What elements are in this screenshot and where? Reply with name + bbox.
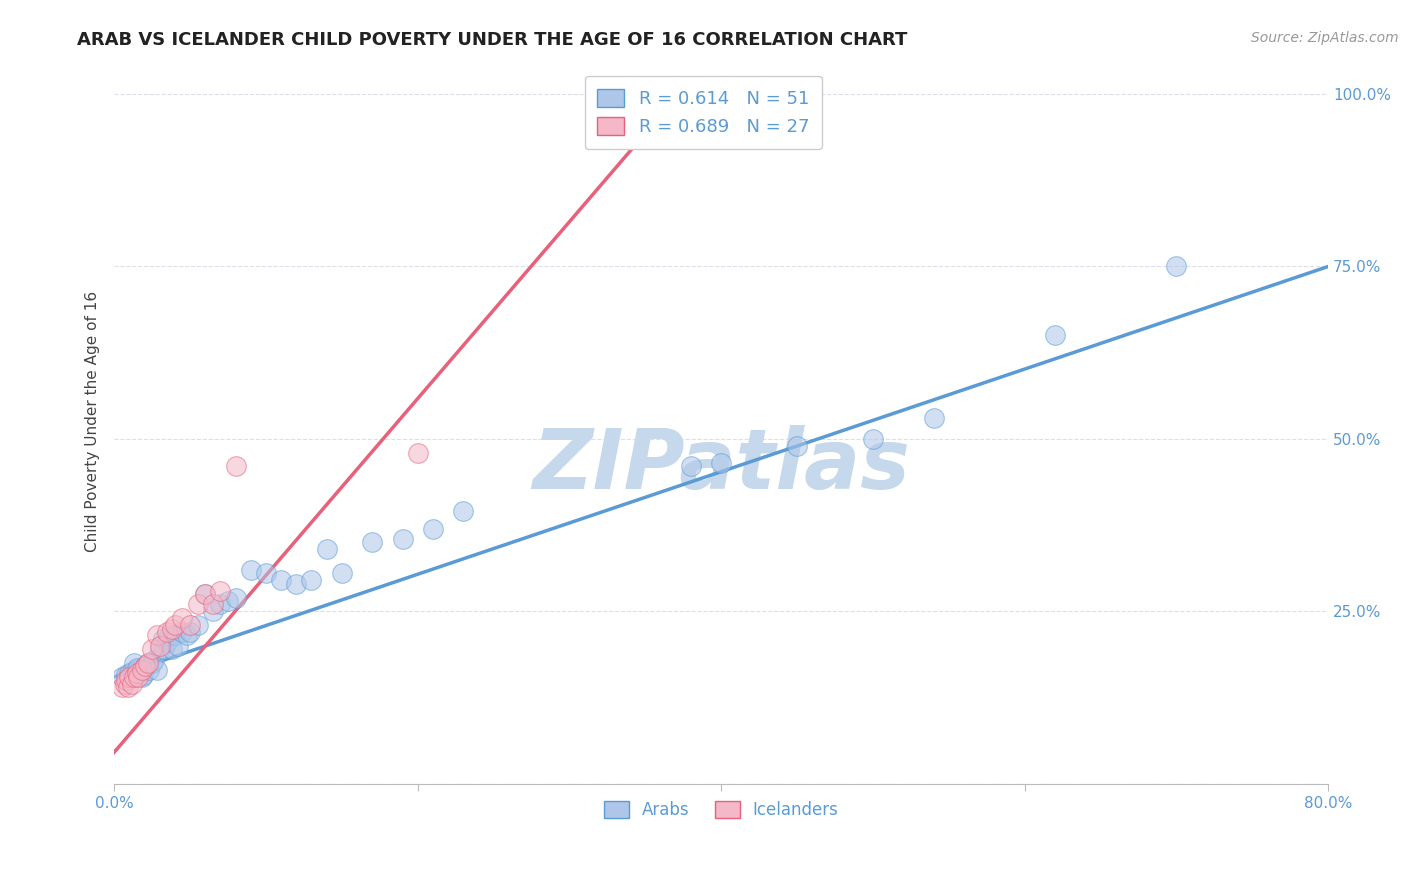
Point: [141, 642, 163, 657]
Point: [131, 670, 153, 684]
Point: [1043, 328, 1066, 343]
Point: [239, 563, 262, 577]
Point: [149, 642, 172, 657]
Point: [163, 628, 186, 642]
Point: [122, 656, 145, 670]
Point: [118, 666, 141, 681]
Point: [160, 622, 183, 636]
Point: [422, 522, 444, 536]
Point: [121, 677, 143, 691]
Point: [117, 680, 139, 694]
Point: [111, 670, 134, 684]
Legend: Arabs, Icelanders: Arabs, Icelanders: [598, 795, 845, 826]
Text: Source: ZipAtlas.com: Source: ZipAtlas.com: [1251, 31, 1399, 45]
Point: [225, 459, 247, 474]
Point: [142, 652, 165, 666]
Point: [270, 574, 292, 588]
Point: [179, 618, 201, 632]
Point: [451, 504, 474, 518]
Point: [209, 598, 232, 612]
Point: [121, 665, 143, 679]
Point: [111, 680, 134, 694]
Point: [391, 532, 413, 546]
Point: [145, 628, 167, 642]
Point: [145, 663, 167, 677]
Point: [922, 411, 945, 425]
Point: [201, 598, 224, 612]
Point: [122, 670, 145, 684]
Point: [149, 639, 172, 653]
Point: [406, 446, 429, 460]
Text: ZIPatlas: ZIPatlas: [533, 425, 910, 506]
Point: [156, 635, 179, 649]
Point: [160, 642, 183, 657]
Point: [172, 625, 194, 640]
Point: [330, 566, 353, 581]
Point: [114, 677, 136, 691]
Point: [118, 670, 141, 684]
Point: [187, 618, 209, 632]
Point: [115, 667, 138, 681]
Point: [127, 670, 149, 684]
Point: [217, 594, 239, 608]
Point: [1166, 260, 1188, 274]
Point: [153, 642, 176, 657]
Point: [209, 583, 232, 598]
Point: [136, 656, 159, 670]
Point: [115, 673, 138, 688]
Point: [157, 628, 180, 642]
Point: [179, 625, 201, 640]
Point: [361, 535, 384, 549]
Point: [187, 598, 209, 612]
Point: [285, 576, 308, 591]
Point: [134, 659, 156, 673]
Point: [301, 574, 323, 588]
Point: [125, 663, 148, 677]
Point: [163, 618, 186, 632]
Text: ARAB VS ICELANDER CHILD POVERTY UNDER THE AGE OF 16 CORRELATION CHART: ARAB VS ICELANDER CHILD POVERTY UNDER TH…: [77, 31, 908, 49]
Point: [167, 639, 190, 653]
Point: [141, 656, 163, 670]
Point: [254, 566, 277, 581]
Point: [176, 628, 198, 642]
Point: [786, 439, 808, 453]
Point: [132, 667, 155, 681]
Point: [315, 542, 337, 557]
Point: [129, 666, 152, 681]
Point: [201, 604, 224, 618]
Point: [134, 659, 156, 673]
Point: [138, 663, 160, 677]
Point: [156, 625, 179, 640]
Point: [862, 432, 884, 446]
Point: [665, 114, 688, 128]
Point: [172, 611, 194, 625]
Point: [710, 456, 733, 470]
Point: [125, 666, 148, 681]
Point: [194, 587, 217, 601]
Point: [136, 656, 159, 670]
Point: [131, 663, 153, 677]
Point: [152, 632, 174, 646]
Point: [679, 459, 702, 474]
Point: [194, 587, 217, 601]
Point: [125, 661, 148, 675]
Y-axis label: Child Poverty Under the Age of 16: Child Poverty Under the Age of 16: [86, 291, 100, 552]
Point: [225, 591, 247, 605]
